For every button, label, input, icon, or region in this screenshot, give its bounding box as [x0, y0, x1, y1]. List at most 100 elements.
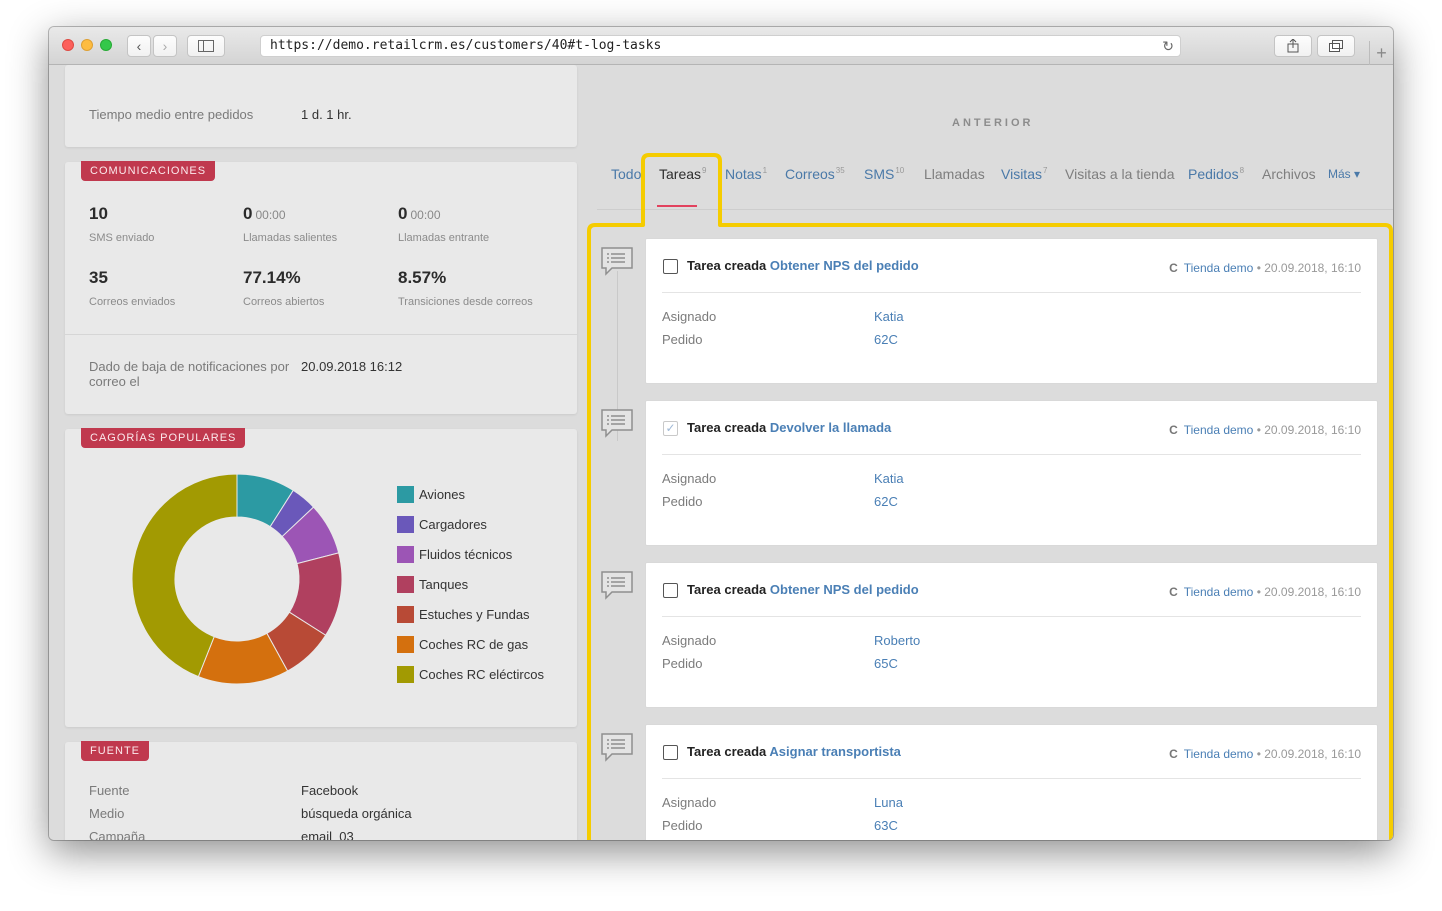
comment-icon — [601, 733, 633, 762]
task-title-link[interactable]: Obtener NPS del pedido — [769, 258, 919, 273]
assigned-user-link[interactable]: Roberto — [874, 633, 921, 648]
share-button[interactable] — [1274, 35, 1312, 57]
tab-llamadas[interactable]: Llamadas — [924, 166, 985, 182]
legend-item[interactable]: Coches RC de gas — [397, 629, 544, 659]
campaign-value: email_03 — [301, 829, 354, 840]
back-button[interactable]: ‹ — [127, 35, 151, 57]
minimize-window-button[interactable] — [81, 39, 93, 51]
legend-swatch — [397, 515, 414, 533]
task-checkbox[interactable] — [663, 259, 678, 274]
assigned-user-link[interactable]: Katia — [874, 471, 904, 486]
tab-todo[interactable]: Todo — [611, 166, 642, 182]
order-link[interactable]: 62C — [874, 494, 898, 509]
divider — [662, 454, 1361, 455]
task-title-link[interactable]: Asignar transportista — [769, 744, 901, 759]
tab-tareas[interactable]: Tareas9 — [659, 166, 707, 182]
store-icon: C — [1169, 585, 1178, 599]
plus-icon: + — [1376, 42, 1387, 63]
task-meta: C Tienda demo • 20.09.2018, 16:10 — [1169, 585, 1361, 599]
legend-item[interactable]: Aviones — [397, 479, 544, 509]
tab-archivos[interactable]: Archivos — [1262, 166, 1316, 182]
store-icon: C — [1169, 423, 1178, 437]
donut-slice[interactable] — [131, 473, 238, 678]
legend-swatch — [397, 605, 414, 623]
task-checkbox-checked[interactable]: ✓ — [663, 421, 678, 436]
stat-value: 0 00:00 — [398, 204, 441, 223]
legend-item[interactable]: Estuches y Fundas — [397, 599, 544, 629]
divider — [662, 616, 1361, 617]
task-card: ✓ Tarea creada Devolver la llamada C Tien… — [645, 400, 1378, 546]
legend-label: Cargadores — [419, 516, 487, 532]
order-label: Pedido — [662, 818, 703, 833]
reload-icon[interactable]: ↻ — [1162, 39, 1174, 55]
browser-window: ‹ › https://demo.retailcrm.es/customers/… — [49, 27, 1393, 840]
tabs-divider — [597, 209, 1393, 210]
fuente-card: FUENTE Fuente Facebook Medio búsqueda or… — [65, 741, 577, 840]
legend-item[interactable]: Cargadores — [397, 509, 544, 539]
task-date: 20.09.2018, 16:10 — [1264, 423, 1361, 437]
source-label: Fuente — [89, 783, 130, 798]
tabs-button[interactable] — [1317, 35, 1355, 57]
stat-value: 10 — [89, 204, 108, 223]
tab-mas-dropdown[interactable]: Más ▾ — [1328, 167, 1361, 181]
task-checkbox[interactable] — [663, 745, 678, 760]
tab-correos[interactable]: Correos35 — [785, 166, 845, 182]
store-icon: C — [1169, 747, 1178, 761]
address-bar[interactable]: https://demo.retailcrm.es/customers/40#t… — [260, 35, 1181, 57]
store-link[interactable]: Tienda demo — [1183, 423, 1254, 437]
tab-sms[interactable]: SMS10 — [864, 166, 905, 182]
stat-label: Llamadas salientes — [243, 232, 338, 244]
legend-item[interactable]: Fluidos técnicos — [397, 539, 544, 569]
tab-visitas[interactable]: Visitas7 — [1001, 166, 1048, 182]
order-link[interactable]: 65C — [874, 656, 898, 671]
zoom-window-button[interactable] — [100, 39, 112, 51]
chart-legend: Aviones Cargadores Fluidos técnicos Tanques… — [397, 479, 544, 689]
sidebar-button[interactable] — [187, 35, 225, 57]
assigned-user-link[interactable]: Luna — [874, 795, 903, 810]
order-label: Pedido — [662, 656, 703, 671]
task-card: Tarea creada Asignar transportista C Tien… — [645, 724, 1378, 840]
page-content: Tiempo medio entre pedidos 1 d. 1 hr. CO… — [49, 65, 1393, 840]
task-checkbox[interactable] — [663, 583, 678, 598]
legend-item[interactable]: Tanques — [397, 569, 544, 599]
order-label: Pedido — [662, 332, 703, 347]
tabs-icon — [1329, 40, 1343, 52]
legend-swatch — [397, 665, 414, 683]
unsubscribe-date: 20.09.2018 16:12 — [301, 359, 403, 374]
store-link[interactable]: Tienda demo — [1183, 261, 1254, 275]
stat-label: Llamadas entrante — [398, 232, 490, 244]
comunicaciones-title: COMUNICACIONES — [81, 161, 216, 181]
assigned-label: Asignado — [662, 795, 717, 810]
divider — [662, 292, 1361, 293]
legend-swatch — [397, 485, 414, 503]
task-title-link[interactable]: Devolver la llamada — [769, 420, 892, 435]
legend-label: Coches RC de gas — [419, 636, 529, 652]
order-link[interactable]: 62C — [874, 332, 898, 347]
new-tab-button[interactable]: + — [1369, 41, 1393, 65]
order-stats-card: Tiempo medio entre pedidos 1 d. 1 hr. — [65, 65, 577, 147]
assigned-user-link[interactable]: Katia — [874, 309, 904, 324]
stat-label: Correos abiertos — [243, 296, 325, 308]
chevron-right-icon: › — [162, 38, 168, 54]
tab-pedidos[interactable]: Pedidos8 — [1188, 166, 1245, 182]
order-link[interactable]: 63C — [874, 818, 898, 833]
task-heading: Tarea creada Obtener NPS del pedido — [687, 258, 919, 273]
tab-visitas-tienda[interactable]: Visitas a la tienda — [1065, 166, 1175, 182]
divider — [662, 778, 1361, 779]
timeline-line — [617, 271, 618, 441]
sidebar-icon — [198, 40, 214, 52]
legend-item[interactable]: Coches RC eléctircos — [397, 659, 544, 689]
assigned-label: Asignado — [662, 309, 717, 324]
task-card: Tarea creada Obtener NPS del pedido C Tie… — [645, 562, 1378, 708]
task-title-link[interactable]: Obtener NPS del pedido — [769, 582, 919, 597]
close-window-button[interactable] — [62, 39, 74, 51]
fuente-title: FUENTE — [81, 741, 149, 761]
store-link[interactable]: Tienda demo — [1183, 747, 1254, 761]
forward-button[interactable]: › — [153, 35, 177, 57]
tab-notas[interactable]: Notas1 — [725, 166, 768, 182]
medium-label: Medio — [89, 806, 125, 821]
task-date: 20.09.2018, 16:10 — [1264, 585, 1361, 599]
store-link[interactable]: Tienda demo — [1183, 585, 1254, 599]
stat-label: SMS enviado — [89, 232, 155, 244]
task-meta: C Tienda demo • 20.09.2018, 16:10 — [1169, 423, 1361, 437]
